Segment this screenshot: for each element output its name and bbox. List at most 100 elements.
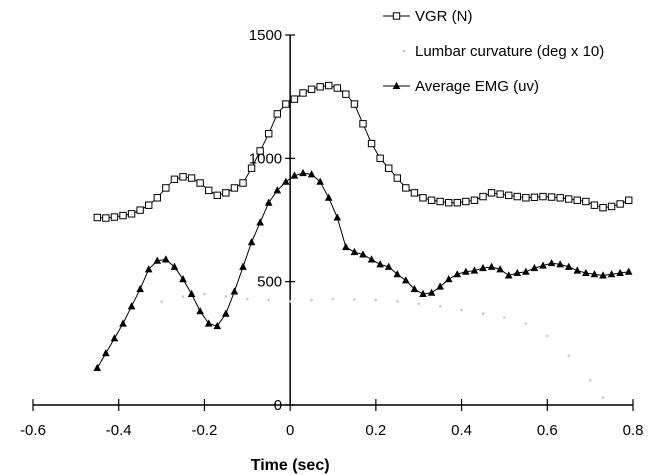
data-point	[479, 263, 487, 272]
data-point	[547, 258, 556, 267]
data-point	[307, 170, 316, 178]
data-point	[590, 270, 599, 278]
x-tick-label: 0	[286, 422, 294, 439]
data-point	[524, 322, 528, 325]
data-point	[316, 177, 324, 185]
data-point	[325, 81, 333, 90]
legend-label: VGR (N)	[415, 8, 473, 25]
data-point	[181, 295, 185, 298]
series-group	[93, 81, 633, 399]
data-point	[462, 267, 470, 275]
series-2	[160, 292, 605, 399]
data-point	[230, 287, 239, 295]
data-point	[299, 168, 307, 177]
data-point	[410, 189, 419, 197]
data-point	[564, 262, 573, 270]
data-point	[153, 256, 162, 264]
data-point	[410, 284, 419, 293]
data-point	[282, 177, 290, 185]
data-point	[402, 276, 410, 284]
data-point	[402, 184, 410, 192]
data-point	[545, 334, 549, 338]
legend-label: Average EMG (uv)	[415, 78, 539, 95]
data-point	[170, 175, 179, 184]
data-point	[102, 214, 110, 222]
data-point	[213, 321, 222, 330]
data-point	[310, 298, 313, 302]
data-point	[436, 282, 444, 290]
series-line	[96, 172, 629, 369]
y-tick-label: 0	[274, 397, 282, 414]
x-tick-label: -0.4	[106, 422, 132, 439]
data-point	[599, 271, 607, 279]
series-3	[93, 168, 633, 371]
data-point	[599, 203, 607, 212]
data-point	[288, 300, 292, 303]
data-point	[417, 302, 421, 306]
data-point	[307, 85, 316, 93]
x-tick-label: 0.2	[365, 422, 386, 439]
data-point	[265, 129, 273, 138]
data-point	[487, 262, 496, 270]
x-axis-title: Time (sec)	[251, 457, 330, 474]
data-point	[384, 262, 393, 270]
y-tick-label: 500	[257, 274, 282, 291]
data-point	[624, 267, 633, 275]
data-point	[496, 265, 504, 273]
data-point	[187, 174, 196, 182]
data-point	[547, 193, 556, 201]
data-point	[444, 275, 453, 283]
data-point	[513, 192, 521, 201]
data-point	[331, 297, 335, 301]
data-point	[333, 84, 341, 92]
x-tick-label: -0.2	[191, 422, 217, 439]
data-point	[479, 192, 487, 201]
legend-marker	[392, 81, 401, 89]
x-axis-ticks: -0.6 -0.4 -0.2 0 0.2 0.4 0.6 0.8	[20, 399, 643, 439]
data-point	[573, 196, 581, 204]
data-point	[556, 194, 564, 202]
data-point	[462, 197, 470, 206]
data-point	[127, 210, 136, 218]
data-point	[496, 190, 504, 198]
data-point	[162, 255, 170, 263]
data-point	[427, 288, 436, 296]
data-point	[436, 197, 444, 206]
legend-marker	[392, 12, 401, 20]
data-point	[110, 334, 119, 342]
data-point	[374, 298, 378, 302]
data-point	[160, 300, 163, 303]
data-point	[264, 198, 273, 206]
data-point	[438, 305, 442, 308]
data-point	[419, 289, 427, 297]
data-point	[196, 307, 204, 315]
data-point	[582, 268, 590, 277]
data-point	[590, 201, 599, 209]
data-point	[93, 363, 102, 371]
data-point	[616, 268, 624, 277]
data-point	[187, 289, 196, 297]
data-point	[567, 354, 571, 357]
data-point	[144, 265, 153, 273]
legend-item: Average EMG (uv)	[383, 78, 539, 95]
data-point	[616, 200, 624, 208]
data-point	[299, 89, 307, 97]
x-tick-label: 0.8	[623, 422, 644, 439]
data-point	[359, 120, 367, 128]
data-point	[573, 266, 582, 274]
data-point	[256, 147, 264, 155]
legend-item: Lumbar curvature (deg x 10)	[402, 43, 604, 60]
data-point	[487, 189, 496, 197]
data-point	[342, 90, 350, 98]
data-point	[239, 179, 247, 187]
data-point	[267, 298, 271, 302]
data-point	[481, 312, 485, 316]
data-point	[119, 211, 127, 220]
data-point	[470, 196, 479, 204]
data-point	[316, 83, 324, 91]
data-point	[102, 349, 110, 357]
data-point	[427, 196, 436, 204]
data-point	[162, 184, 170, 192]
data-point	[376, 260, 384, 268]
